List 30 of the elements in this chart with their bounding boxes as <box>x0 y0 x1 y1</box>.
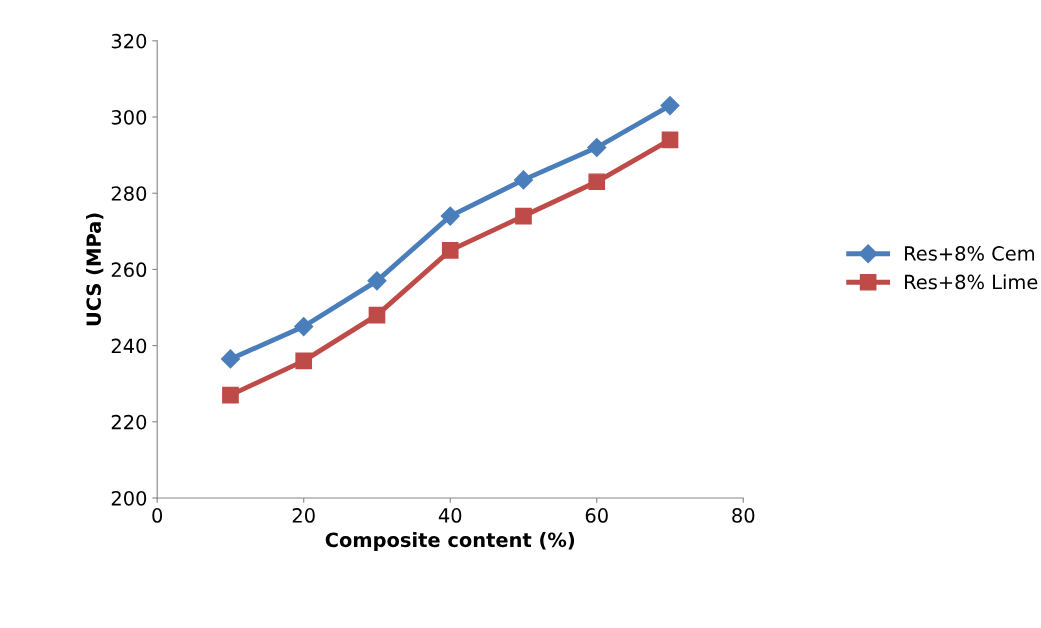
y-tick-label: 220 <box>111 414 147 430</box>
y-axis-title: UCS (MPa) <box>86 213 104 326</box>
point <box>441 242 459 259</box>
x-tick-label: 80 <box>732 508 755 523</box>
y-tick-label: 260 <box>111 262 147 278</box>
legend-label: Res+8% Cem <box>905 246 1035 261</box>
point <box>294 317 314 337</box>
x-axis-title: Composite content (%) <box>325 532 575 551</box>
point <box>515 207 532 225</box>
point <box>220 349 240 369</box>
point <box>368 306 386 324</box>
point <box>660 96 680 116</box>
point <box>661 131 679 149</box>
y-tick-label: 200 <box>111 490 147 506</box>
point <box>295 352 313 370</box>
x-tick-label: 40 <box>438 508 462 523</box>
point <box>222 386 239 404</box>
legend-label: Res+8% Lime <box>905 274 1038 290</box>
point <box>587 137 607 158</box>
x-tick-label: 60 <box>585 508 608 523</box>
y-tick-label: 280 <box>111 186 147 201</box>
y-tick-label: 240 <box>111 338 147 354</box>
point <box>440 206 460 226</box>
y-tick-label: 300 <box>111 109 147 125</box>
point <box>367 271 387 291</box>
x-tick-label: 0 <box>152 508 163 523</box>
point <box>513 170 534 190</box>
x-tick-label: 20 <box>292 508 315 523</box>
point <box>588 173 606 191</box>
y-tick-label: 320 <box>111 33 147 49</box>
